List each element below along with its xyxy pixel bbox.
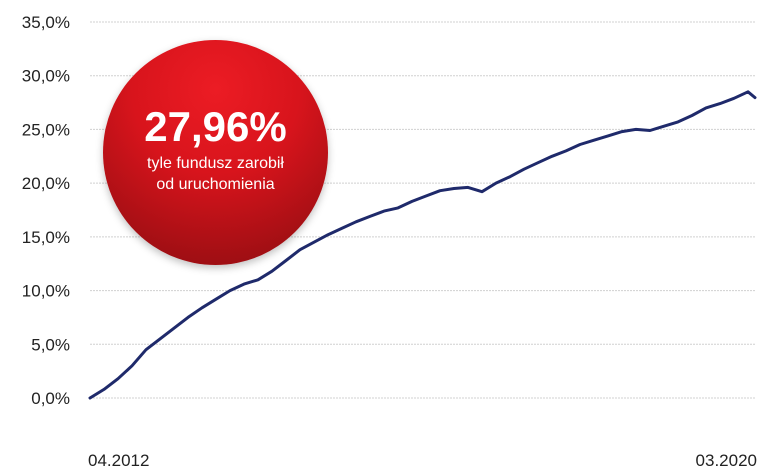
y-tick-label: 20,0% (22, 174, 70, 193)
y-tick-label: 10,0% (22, 282, 70, 301)
y-tick-label: 35,0% (22, 13, 70, 32)
y-tick-label: 30,0% (22, 67, 70, 86)
y-axis-tick-labels: 0,0% 5,0% 10,0% 15,0% 20,0% 25,0% 30,0% 35,0% (22, 13, 70, 408)
y-tick-label: 15,0% (22, 228, 70, 247)
y-tick-label: 0,0% (31, 389, 70, 408)
return-value: 27,96% (144, 102, 287, 150)
y-tick-label: 5,0% (31, 335, 70, 354)
y-tick-label: 25,0% (22, 120, 70, 139)
x-tick-label: 03.2020 (696, 451, 757, 470)
return-caption: tyle fundusz zarobił od uruchomienia (147, 154, 284, 193)
x-tick-label: 04.2012 (88, 451, 149, 470)
series-layer (88, 90, 757, 400)
return-callout-badge: 27,96% tyle fundusz zarobił od uruchomie… (103, 40, 328, 265)
x-axis-tick-labels: 04.2012 03.2020 (88, 451, 757, 470)
series-line (88, 90, 757, 400)
